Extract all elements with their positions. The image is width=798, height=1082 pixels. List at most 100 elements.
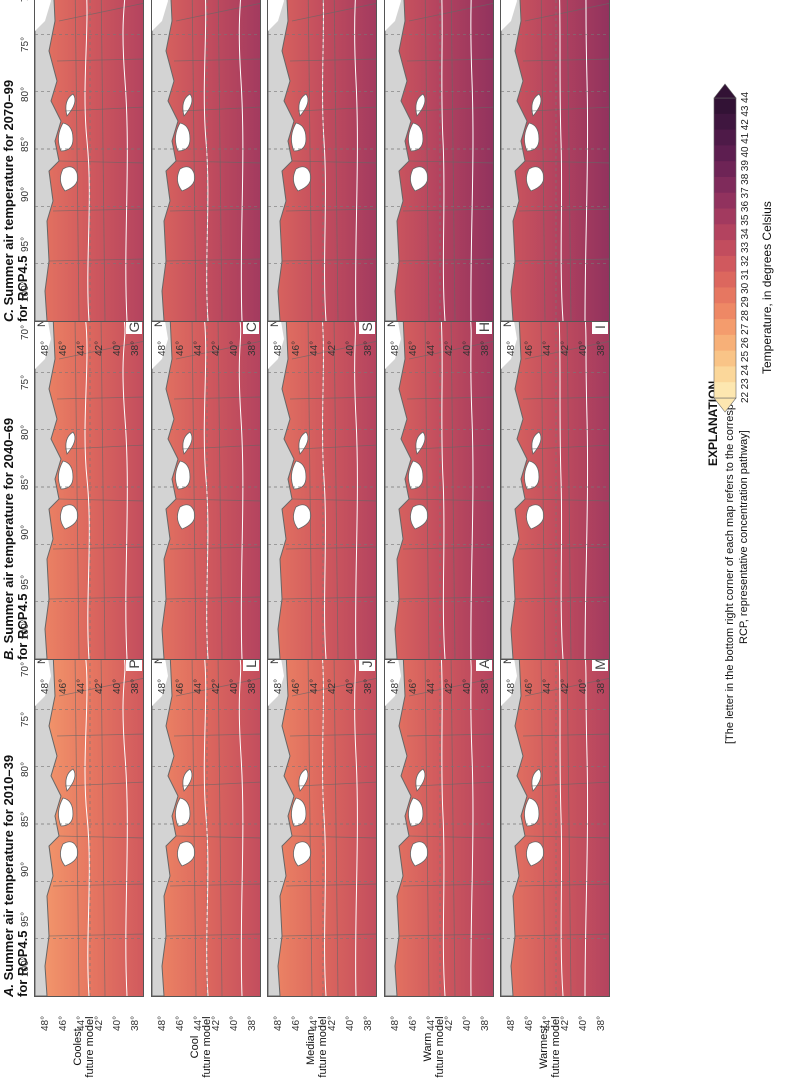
- latitude-label: 46°: [291, 678, 302, 694]
- row-label: Cool future model: [189, 1012, 213, 1082]
- latitude-label: 46°: [524, 678, 535, 694]
- colorbar-segment: [714, 144, 736, 162]
- colorbar-tick-label: 35: [740, 214, 751, 226]
- row-label-line2: future model: [550, 1016, 562, 1078]
- colorbar-segment: [714, 192, 736, 209]
- longitude-label: 95°: [20, 574, 31, 590]
- legend-unit: Temperature, in degrees Celsius: [760, 201, 774, 374]
- longitude-label: 80°: [20, 761, 31, 777]
- colorbar-tick-label: 25: [740, 350, 751, 363]
- latitude-label: 40°: [228, 1015, 240, 1031]
- model-letter: I: [592, 320, 608, 334]
- latitude-label: 42°: [560, 678, 571, 694]
- latitude-label: 44°: [542, 340, 553, 356]
- longitude-label: 100°: [20, 956, 31, 977]
- latitude-label: 38°: [363, 1015, 374, 1031]
- latitude-label: 38°: [363, 678, 374, 694]
- latitude-label: 44°: [309, 340, 320, 356]
- latitude-label: 40°: [578, 678, 589, 694]
- longitude-label: 95°: [20, 911, 31, 927]
- colorbar-segment: [714, 255, 736, 272]
- colorbar-tick-label: 24: [740, 364, 751, 376]
- latitude-label: 40°: [112, 340, 123, 356]
- latitude-label: 46°: [407, 340, 419, 356]
- latitude-label: 46°: [407, 1015, 419, 1031]
- colorbar-min-arrow: [713, 397, 737, 413]
- colorbar-segment: [714, 318, 736, 335]
- row-label-line2: future model: [84, 1016, 96, 1078]
- colorbar-segment: [714, 350, 736, 367]
- longitude-label: 100°: [20, 281, 31, 302]
- row-label-line2: future model: [433, 1016, 446, 1078]
- longitude-label: 80°: [20, 86, 31, 102]
- row-label: Median future model: [305, 1012, 329, 1082]
- colorbar-tick-label: 31: [740, 269, 751, 281]
- row-label: Warm future model: [422, 1012, 446, 1082]
- colorbar-segment: [714, 208, 736, 225]
- latitude-label: 44°: [76, 678, 87, 694]
- latitude-label: 42°: [94, 678, 105, 694]
- latitude-label: 44°: [76, 340, 87, 356]
- latitude-label: 38°: [246, 678, 258, 694]
- panel-title-text: Summer air temperature for 2040–69: [1, 417, 16, 647]
- latitude-label: 40°: [461, 1015, 473, 1031]
- latitude-label: 46°: [58, 1015, 69, 1031]
- latitude-label: 46°: [174, 340, 186, 356]
- temperature-map: NC: [150, 0, 261, 322]
- colorbar: [713, 83, 737, 413]
- latitude-label: 38°: [596, 340, 607, 356]
- row-label-line2: future model: [317, 1016, 329, 1078]
- colorbar-segment: [714, 176, 736, 193]
- latitude-label: 48°: [389, 340, 401, 356]
- colorbar-tick-label: 30: [740, 282, 751, 294]
- colorbar-tick-label: 38: [740, 173, 751, 185]
- colorbar-segment: [714, 97, 736, 114]
- colorbar-tick-label: 28: [740, 310, 751, 322]
- latitude-label: 40°: [578, 340, 589, 356]
- latitude-label: 42°: [327, 340, 338, 356]
- latitude-label: 48°: [40, 678, 51, 694]
- colorbar-segment: [714, 334, 736, 351]
- latitude-label: 48°: [40, 340, 51, 356]
- panel-letter: C.: [1, 309, 16, 322]
- longitude-label: 85°: [20, 811, 31, 827]
- temperature-map: NI: [500, 0, 610, 322]
- colorbar-tick-label: 26: [740, 337, 751, 349]
- row-label-line1: Warm: [421, 1032, 434, 1062]
- colorbar-tick-label: 42: [740, 119, 751, 131]
- longitude-label: 90°: [20, 186, 31, 202]
- latitude-label: 38°: [363, 340, 374, 356]
- colorbar-tick-label: 36: [740, 200, 751, 213]
- latitude-label: 40°: [112, 1015, 123, 1031]
- panel-title-text: Summer air temperature for 2070–99: [1, 79, 16, 309]
- colorbar-tick-label: 29: [740, 296, 751, 308]
- row-label-line1: Median: [305, 1028, 317, 1066]
- latitude-label: 48°: [156, 678, 168, 694]
- latitude-label: 40°: [228, 678, 240, 694]
- colorbar-segment: [714, 113, 736, 130]
- panel-c: C. Summer air temperature for 2070–99 for…: [0, 0, 700, 356]
- colorbar-tick-label: 23: [740, 378, 751, 390]
- colorbar-segment: [714, 271, 736, 288]
- model-letter: S: [359, 320, 375, 334]
- legend-note-line2: RCP, representative concentration pathwa…: [738, 430, 750, 644]
- latitude-label: 46°: [174, 1015, 186, 1031]
- temperature-map: NQ: [383, 0, 494, 322]
- latitude-label: 42°: [94, 340, 105, 356]
- latitude-label: 42°: [560, 340, 571, 356]
- latitude-label: 48°: [40, 1015, 51, 1031]
- longitude-label: 90°: [20, 524, 31, 540]
- colorbar-tick-label: 34: [740, 228, 751, 240]
- temperature-map: NR: [267, 0, 377, 322]
- latitude-label: 38°: [596, 1015, 607, 1031]
